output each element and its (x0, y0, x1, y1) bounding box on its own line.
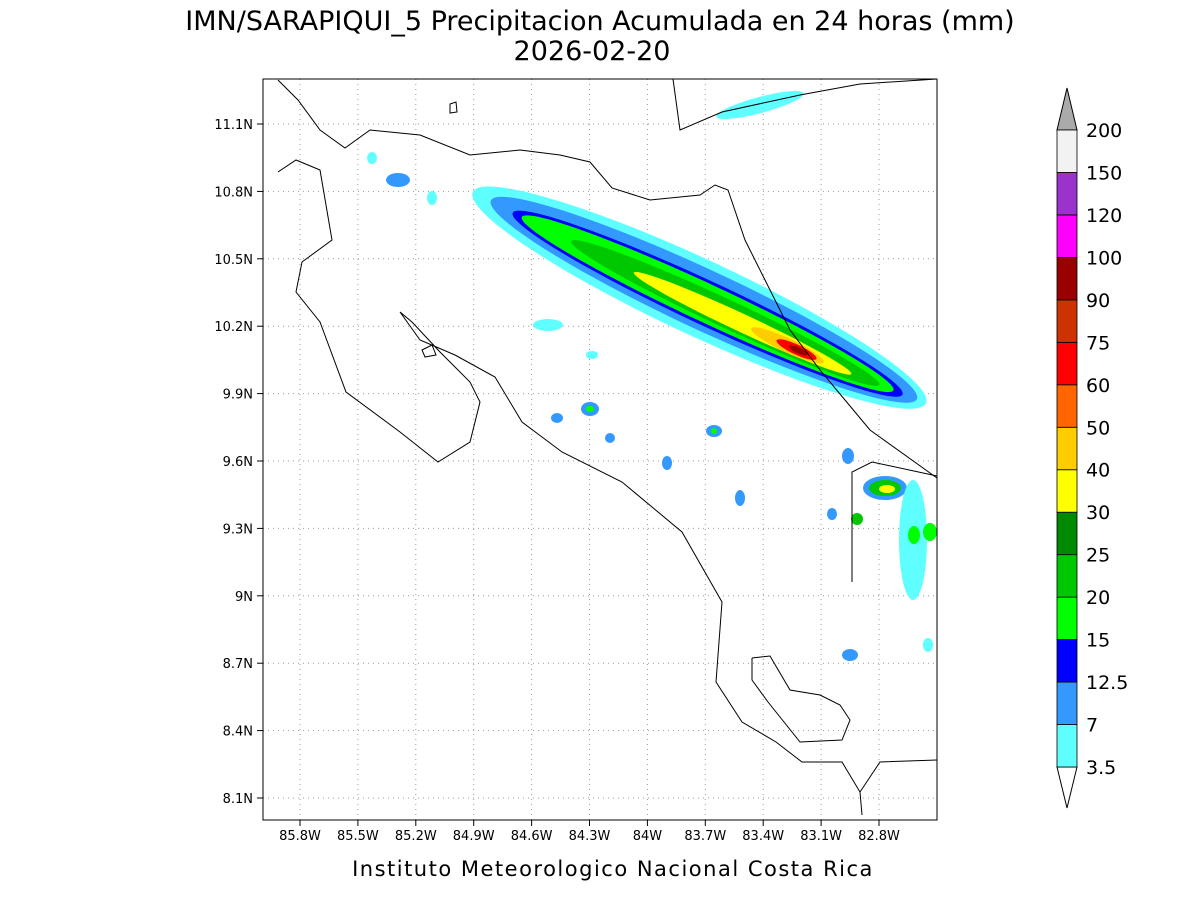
lon-label: 84W (633, 829, 663, 844)
lon-label: 83.4W (742, 829, 784, 844)
lat-label: 8.1N (223, 792, 253, 807)
colorbar-label: 50 (1086, 417, 1110, 439)
colorbar-label: 200 (1086, 120, 1122, 142)
title: IMN/SARAPIQUI_5 Precipitacion Acumulada … (185, 6, 1014, 37)
colorbar-box (1056, 384, 1078, 428)
colorbar-label: 40 (1086, 460, 1110, 482)
lat-label: 8.4N (223, 725, 253, 740)
precipitation (367, 91, 937, 661)
lat-label: 10.5N (214, 253, 253, 268)
colorbar-under (1056, 766, 1078, 809)
lat-label: 8.7N (223, 657, 253, 672)
colorbar-label: 7 (1086, 715, 1098, 737)
colorbar-label: 12.5 (1086, 672, 1128, 694)
colorbar-label: 90 (1086, 290, 1110, 312)
lon-label: 85.5W (337, 829, 379, 844)
colorbar-label: 120 (1086, 205, 1122, 227)
colorbar-box (1056, 299, 1078, 343)
map-frame (262, 78, 938, 821)
colorbar-box (1056, 214, 1078, 258)
lat-label: 11.1N (214, 118, 253, 133)
lon-label: 83.1W (800, 829, 842, 844)
colorbar-label: 100 (1086, 247, 1122, 269)
lon-label: 84.3W (569, 829, 611, 844)
colorbar-box (1056, 426, 1078, 471)
lat-label: 9.9N (223, 388, 253, 403)
lat-label: 9.3N (223, 522, 253, 537)
colorbar-label: 30 (1086, 502, 1110, 524)
colorbar-label: 150 (1086, 162, 1122, 184)
colorbar: 3.5 7 12.5 15 20 25 30 40 50 60 75 90 100 120 150 200 (1056, 87, 1128, 809)
colorbar-box (1056, 639, 1078, 683)
date: 2026-02-20 (514, 36, 671, 67)
colorbar-box (1056, 341, 1078, 386)
colorbar-box (1056, 172, 1078, 216)
lon-label: 82.8W (858, 829, 900, 844)
colorbar-label: 3.5 (1086, 757, 1116, 779)
lat-label: 9.6N (223, 455, 253, 470)
lon-label: 85.8W (279, 829, 321, 844)
colorbar-box (1056, 554, 1078, 598)
lon-label: 84.9W (453, 829, 495, 844)
colorbar-label: 20 (1086, 587, 1110, 609)
colorbar-box (1056, 681, 1078, 725)
colorbar-label: 15 (1086, 630, 1110, 652)
colorbar-box (1056, 256, 1078, 301)
colorbar-label: 60 (1086, 375, 1110, 397)
colorbar-box (1056, 511, 1078, 556)
lon-label: 85.2W (395, 829, 437, 844)
coastline (277, 78, 938, 816)
colorbar-label: 25 (1086, 545, 1110, 567)
colorbar-box (1056, 724, 1078, 768)
lon-label: 84.6W (511, 829, 553, 844)
grid: 11.1N 10.8N 10.5N 10.2N 9.9N 9.6N 9.3N 9N 8.7N 8.… (214, 79, 937, 844)
lat-label: 10.2N (214, 320, 253, 335)
footer: Instituto Meteorologico Nacional Costa R… (352, 857, 874, 881)
lat-label: 9N (235, 590, 253, 605)
lon-label: 83.7W (684, 829, 726, 844)
colorbar-box (1056, 596, 1078, 641)
lat-label: 10.8N (214, 185, 253, 200)
colorbar-box (1056, 129, 1078, 173)
colorbar-label: 75 (1086, 332, 1110, 354)
colorbar-box (1056, 469, 1078, 513)
colorbar-over (1056, 87, 1078, 131)
